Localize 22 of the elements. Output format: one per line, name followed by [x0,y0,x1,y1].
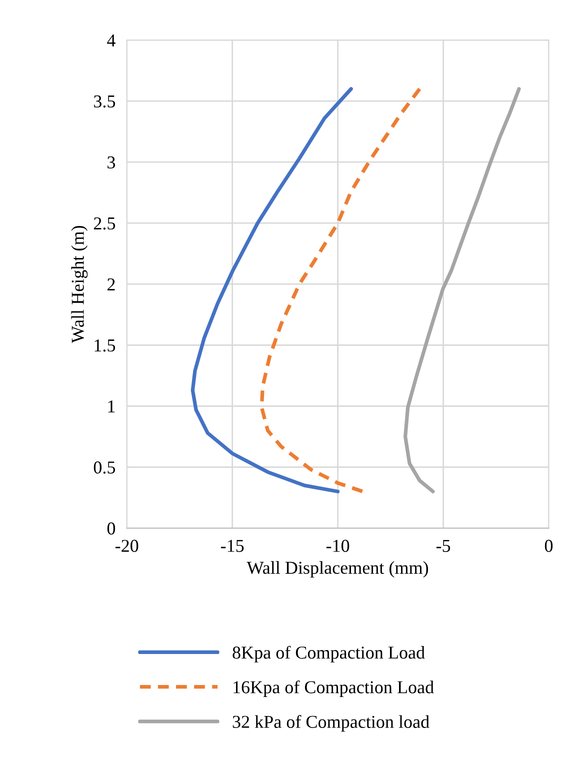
y-tick-label: 4 [107,34,116,46]
x-tick-label: -5 [436,540,450,552]
y-tick-label: 0.5 [94,461,116,474]
y-tick-label: 3 [108,156,116,169]
y-tick-label: 1 [108,400,115,412]
x-axis-title: Wall Displacement (mm) [246,561,428,578]
legend-label: 16Kpa of Compaction Load [234,680,434,698]
y-tick-label: 1.5 [94,339,116,352]
line-series [260,87,422,494]
x-tick-label: -20 [115,540,138,552]
y-tick-label: 2 [108,278,115,290]
y-tick-label: 3.5 [94,95,116,108]
x-tick-label: -15 [220,540,244,552]
legend-label: 32 kPa of Compaction load [232,715,430,732]
legend-label: 8Kpa of Compaction Load [232,646,425,662]
x-tick-label: 0 [544,540,553,552]
x-tick-label: -10 [326,540,350,552]
y-tick-label: 2.5 [94,217,116,230]
y-tick-label: 0 [107,522,116,535]
line-series [403,87,521,494]
line-series [190,87,353,494]
y-axis-title: Wall Height (m) [71,226,88,344]
